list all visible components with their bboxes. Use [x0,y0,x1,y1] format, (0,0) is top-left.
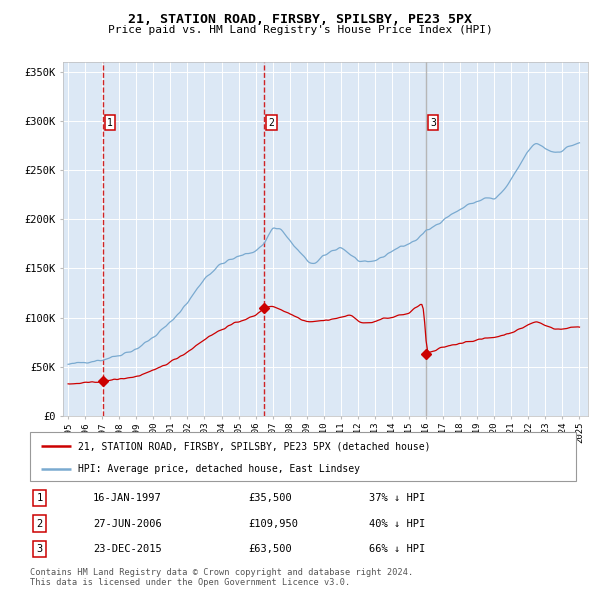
Text: 16-JAN-1997: 16-JAN-1997 [93,493,161,503]
Text: Contains HM Land Registry data © Crown copyright and database right 2024.
This d: Contains HM Land Registry data © Crown c… [30,568,413,587]
Text: 1: 1 [37,493,43,503]
Text: Price paid vs. HM Land Registry's House Price Index (HPI): Price paid vs. HM Land Registry's House … [107,25,493,35]
Text: 1: 1 [107,118,113,128]
Text: 37% ↓ HPI: 37% ↓ HPI [368,493,425,503]
Text: HPI: Average price, detached house, East Lindsey: HPI: Average price, detached house, East… [78,464,360,474]
Text: £109,950: £109,950 [248,519,298,529]
Text: 66% ↓ HPI: 66% ↓ HPI [368,544,425,554]
Text: 23-DEC-2015: 23-DEC-2015 [93,544,161,554]
Text: 27-JUN-2006: 27-JUN-2006 [93,519,161,529]
FancyBboxPatch shape [30,432,576,481]
Text: 3: 3 [430,118,436,128]
Text: £35,500: £35,500 [248,493,292,503]
Text: 21, STATION ROAD, FIRSBY, SPILSBY, PE23 5PX: 21, STATION ROAD, FIRSBY, SPILSBY, PE23 … [128,13,472,26]
Text: 40% ↓ HPI: 40% ↓ HPI [368,519,425,529]
Text: 2: 2 [268,118,274,128]
Text: 3: 3 [37,544,43,554]
Text: 21, STATION ROAD, FIRSBY, SPILSBY, PE23 5PX (detached house): 21, STATION ROAD, FIRSBY, SPILSBY, PE23 … [78,441,431,451]
Text: £63,500: £63,500 [248,544,292,554]
Text: 2: 2 [37,519,43,529]
